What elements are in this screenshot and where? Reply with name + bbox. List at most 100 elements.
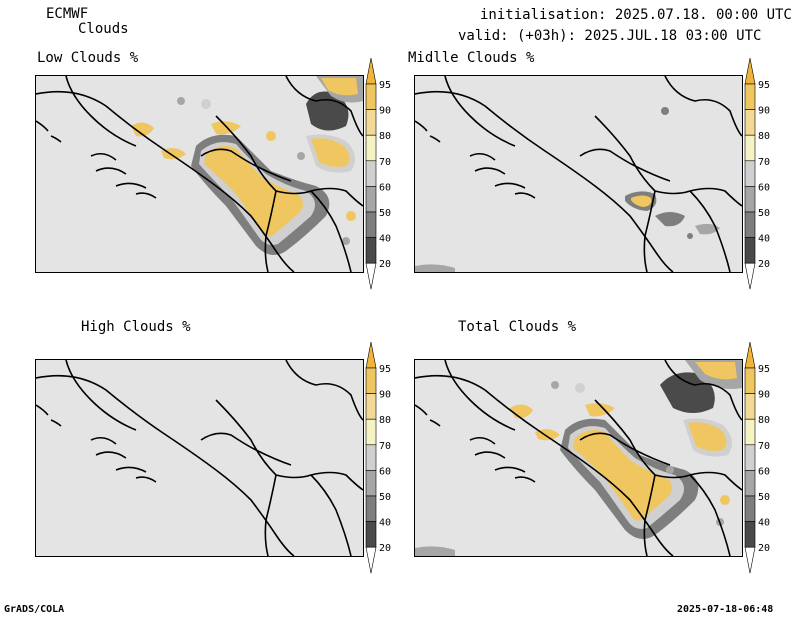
- colorbar-segment: [744, 109, 756, 136]
- colorbar-segment: [365, 237, 377, 264]
- borders-high: [36, 360, 363, 556]
- colorbar-tick-label: 95: [379, 80, 391, 91]
- colorbar-segment: [365, 211, 377, 238]
- product-label: Clouds: [78, 21, 129, 37]
- colorbar-tick-label: 50: [758, 208, 770, 219]
- colorbar-segment: [744, 367, 756, 394]
- colorbar-tick-label: 80: [379, 131, 391, 142]
- colorbar-tick-label: 90: [758, 106, 770, 117]
- model-label: ECMWF: [46, 6, 89, 22]
- colorbar-top-arrow: [365, 342, 377, 369]
- colorbar-tick-label: 60: [758, 466, 770, 477]
- panel-title-total-clouds: Total Clouds %: [458, 319, 577, 335]
- colorbar-segment: [744, 186, 756, 213]
- colorbar-segment: [365, 83, 377, 110]
- colorbar-top-arrow: [744, 58, 756, 85]
- colorbar-bottom-arrow: [365, 262, 377, 290]
- colorbar-segment: [744, 83, 756, 110]
- colorbar-bottom-arrow: [365, 546, 377, 574]
- colorbar-tick-label: 70: [379, 157, 391, 168]
- map-low-clouds: [35, 75, 364, 273]
- colorbar-high-clouds: 95 90 80 70 60 50 40 20: [364, 342, 396, 574]
- colorbar-tick-label: 40: [379, 518, 391, 529]
- colorbar-tick-label: 70: [379, 441, 391, 452]
- colorbar-tick-label: 70: [758, 441, 770, 452]
- colorbar-total-clouds-svg: 95 90 80 70 60 50 40 20: [744, 342, 770, 574]
- colorbar-tick-label: 40: [758, 234, 770, 245]
- colorbar-segment: [365, 160, 377, 187]
- colorbar-tick-label: 40: [379, 234, 391, 245]
- cloud-field-low: [131, 76, 363, 255]
- colorbar-tick-label: 50: [758, 492, 770, 503]
- colorbar-low-clouds-svg: 95 90 80 70 60 50 40 20: [365, 58, 391, 290]
- colorbar-top-arrow: [744, 342, 756, 369]
- panel-title-middle-clouds: Midlle Clouds %: [408, 50, 535, 66]
- colorbar-tick-label: 50: [379, 492, 391, 503]
- colorbar-segment: [744, 495, 756, 522]
- colorbar-segment: [365, 521, 377, 548]
- colorbar-total-clouds: 95 90 80 70 60 50 40 20: [743, 342, 775, 574]
- map-low-clouds-svg: [36, 76, 363, 272]
- colorbar-tick-label: 80: [758, 131, 770, 142]
- colorbar-middle-clouds: 95 90 80 70 60 50 40 20: [743, 58, 775, 290]
- colorbar-tick-label: 90: [758, 390, 770, 401]
- map-total-clouds: [414, 359, 743, 557]
- cloud-field-total: [415, 360, 742, 556]
- colorbar-tick-label: 40: [758, 518, 770, 529]
- colorbar-segment: [365, 109, 377, 136]
- footer-credit: GrADS/COLA: [4, 604, 65, 615]
- colorbar-middle-clouds-svg: 95 90 80 70 60 50 40 20: [744, 58, 770, 290]
- valid-time-label: valid: (+03h): 2025.JUL.18 03:00 UTC: [458, 28, 762, 44]
- map-high-clouds-svg: [36, 360, 363, 556]
- panel-title-low-clouds: Low Clouds %: [37, 50, 139, 66]
- colorbar-segment: [365, 134, 377, 162]
- colorbar-top-arrow: [365, 58, 377, 85]
- colorbar-segment: [744, 237, 756, 264]
- map-total-clouds-svg: [415, 360, 742, 556]
- map-high-clouds: [35, 359, 364, 557]
- panel-title-high-clouds: High Clouds %: [81, 319, 191, 335]
- colorbar-tick-label: 90: [379, 390, 391, 401]
- colorbar-tick-label: 80: [758, 415, 770, 426]
- colorbar-tick-label: 95: [758, 80, 770, 91]
- colorbar-tick-label: 60: [379, 182, 391, 193]
- colorbar-segment: [744, 160, 756, 187]
- colorbar-segment: [365, 186, 377, 213]
- colorbar-segment: [365, 444, 377, 471]
- colorbar-segment: [744, 521, 756, 548]
- colorbar-tick-label: 95: [379, 364, 391, 375]
- colorbar-tick-label: 95: [758, 364, 770, 375]
- borders-middle: [415, 76, 742, 272]
- colorbar-tick-label: 80: [379, 415, 391, 426]
- colorbar-segment: [744, 444, 756, 471]
- colorbar-segment: [365, 470, 377, 497]
- colorbar-segment: [744, 418, 756, 446]
- colorbar-segment: [744, 470, 756, 497]
- colorbar-tick-label: 20: [758, 543, 770, 554]
- colorbar-segment: [365, 393, 377, 420]
- colorbar-segment: [744, 211, 756, 238]
- colorbar-tick-label: 20: [758, 259, 770, 270]
- cloud-field-middle: [415, 107, 720, 272]
- colorbar-low-clouds: 95 90 80 70 60 50 40 20: [364, 58, 396, 290]
- borders-total: [415, 360, 742, 556]
- colorbar-segment: [744, 393, 756, 420]
- initialisation-label: initialisation: 2025.07.18. 00:00 UTC: [480, 7, 792, 23]
- colorbar-high-clouds-svg: 95 90 80 70 60 50 40 20: [365, 342, 391, 574]
- map-middle-clouds: [414, 75, 743, 273]
- colorbar-segment: [744, 134, 756, 162]
- colorbar-segment: [365, 418, 377, 446]
- colorbar-segment: [365, 367, 377, 394]
- borders-low: [36, 76, 363, 272]
- colorbar-tick-label: 60: [379, 466, 391, 477]
- colorbar-tick-label: 20: [379, 543, 391, 554]
- colorbar-tick-label: 70: [758, 157, 770, 168]
- colorbar-bottom-arrow: [744, 546, 756, 574]
- colorbar-tick-label: 50: [379, 208, 391, 219]
- colorbar-tick-label: 90: [379, 106, 391, 117]
- footer-timestamp: 2025-07-18-06:48: [677, 604, 774, 615]
- colorbar-tick-label: 60: [758, 182, 770, 193]
- map-middle-clouds-svg: [415, 76, 742, 272]
- colorbar-bottom-arrow: [744, 262, 756, 290]
- colorbar-tick-label: 20: [379, 259, 391, 270]
